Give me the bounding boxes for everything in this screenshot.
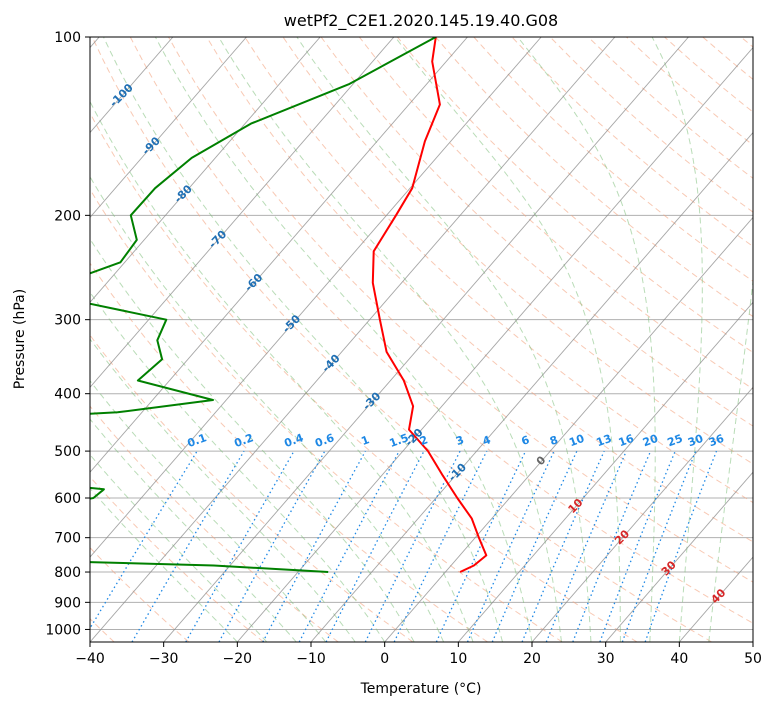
moist-adiabat-line [154,37,533,642]
isotherm-line [531,386,753,642]
isotherm-line [384,216,753,642]
mixing-ratio-label-12: 13 [595,432,614,449]
x-tick-label-0: −40 [75,651,105,667]
y-tick-label-0: 100 [54,30,81,46]
mixing-ratio-label-16: 30 [686,432,705,450]
y-tick-label-5: 600 [54,491,81,507]
y-tick-label-2: 300 [54,313,81,329]
y-axis: 100 200 300 400 500 600 700 800 900 1000 [45,30,90,638]
dry-adiabat-line [397,37,753,354]
chart-title: wetPf2_C2E1.2020.145.19.40.G08 [284,11,558,31]
x-axis: −40 −30 −20 −10 0 10 20 30 40 50 [75,642,762,667]
mixing-ratio-label-17: 36 [707,432,726,450]
dry-adiabat-line [90,262,488,642]
mixing-ratio-label-14: 20 [641,432,660,450]
y-axis-label: Pressure (hPa) [12,289,28,389]
y-tick-label-7: 800 [54,565,81,581]
isotherm-line [90,37,468,473]
mixing-ratio-label-13: 16 [617,432,636,450]
mixing-ratio-line-8 [393,450,488,642]
mixing-ratio-label-6: 2 [418,433,430,448]
y-tick-label-4: 500 [54,444,81,460]
isotherm-line [163,37,689,642]
x-tick-label-8: 40 [670,651,688,667]
y-tick-label-1: 200 [54,208,81,224]
moist-adiabat-line [90,338,356,642]
moist-adiabat-line [90,100,474,642]
isotherm-line [90,37,321,304]
mixing-ratio-label-15: 25 [666,432,685,449]
isotherm-line [90,37,247,219]
dry-adiabat-line [90,476,264,642]
dry-adiabat-line [91,37,712,642]
moist-adiabat-line [90,380,327,642]
mixing-ratio-label-3: 0.6 [313,431,336,450]
y-tick-label-8: 900 [54,595,81,611]
x-tick-label-2: −20 [223,651,253,667]
mixing-ratio-line-16 [621,450,697,642]
y-tick-label-3: 400 [54,387,81,403]
mixing-ratio-line-15 [599,450,676,642]
x-tick-label-3: −10 [296,651,326,667]
x-tick-label-6: 20 [523,651,541,667]
temperature-profile-line [371,37,488,573]
x-tick-label-4: 0 [380,651,389,667]
dry-adiabat-line [206,37,753,543]
mixing-ratio-label-0: 0.1 [186,431,209,450]
mixing-ratio-line-4 [262,450,366,642]
isotherm-line [605,471,753,642]
dry-adiabat-line [90,111,638,642]
x-tick-label-1: −30 [149,651,179,667]
moist-adiabat-line [103,37,503,642]
y-tick-label-6: 700 [54,531,81,547]
isotherm-line [457,301,753,642]
isotherm-line [90,37,542,558]
mixing-ratio-label-7: 3 [454,433,466,448]
mixing-ratio-label-8: 4 [481,433,493,448]
moist-adiabats [90,37,753,642]
moist-adiabat-line [90,291,386,642]
dry-adiabat-line [244,37,753,504]
sounding-profiles [90,37,488,573]
moist-adiabat-line [90,238,415,642]
dry-adiabat-line [129,37,753,624]
moist-adiabat-line [296,37,592,642]
mixing-ratio-label-1: 0.2 [232,431,255,450]
x-tick-label-5: 10 [449,651,467,667]
isotherm-line [310,131,753,642]
x-tick-label-9: 50 [744,651,762,667]
moist-adiabat-line [651,37,703,642]
moist-adiabat-line [90,454,268,642]
moist-adiabat-line [218,37,562,642]
moist-adiabat-line [90,418,297,642]
mixing-ratio-label-10: 8 [548,433,560,448]
isotherm-line [90,37,616,642]
mixing-ratio-label-11: 10 [567,432,586,450]
isotherms [90,37,753,642]
dry-adiabat-line [168,37,753,583]
dry-adiabat-line [435,37,753,318]
plot-frame [89,36,754,643]
moist-adiabat-line [90,487,238,642]
dry-adiabat-line [90,546,190,642]
dry-adiabat-line [90,188,563,642]
mixing-ratio-label-5: 1.5 [388,431,411,450]
moist-adiabat-line [394,37,621,642]
x-axis-label: Temperature (°C) [360,681,482,697]
pressure-gridlines [90,36,753,630]
mixing-ratio-label-4: 1 [359,433,371,448]
isotherm-line [90,37,395,388]
moist-adiabat-line [517,37,656,642]
mixing-ratio-line-9 [435,450,527,642]
mixing-ratio-label-2: 0.4 [282,431,305,450]
dewpoint-profile-line [90,37,437,573]
dry-adiabat-line [90,405,339,642]
mixing-ratio-line-7 [364,450,461,642]
y-tick-label-9: 1000 [45,622,81,638]
isotherm-line [236,46,753,642]
x-tick-label-7: 30 [597,651,615,667]
mixing-ratio-label-9: 6 [520,433,532,448]
